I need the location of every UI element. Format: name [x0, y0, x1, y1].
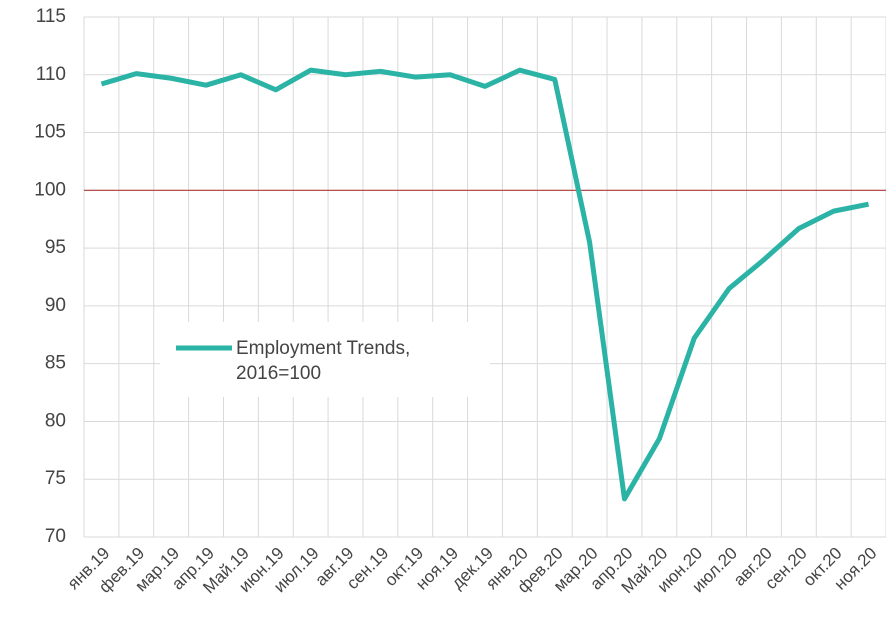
legend-label: Employment Trends, 2016=100 — [236, 338, 411, 384]
data-line — [100, 67, 870, 502]
legend-bg — [160, 322, 490, 397]
y-tick-label: 70 — [45, 526, 66, 547]
y-tick-label: 115 — [36, 6, 66, 27]
y-tick-label: 110 — [36, 64, 66, 85]
y-tick-label: 85 — [45, 353, 66, 374]
y-tick-label: 95 — [45, 237, 66, 258]
y-tick-label: 90 — [45, 295, 66, 316]
y-tick-label: 80 — [45, 410, 66, 431]
y-tick-label: 75 — [45, 468, 66, 489]
y-tick-label: 105 — [34, 122, 66, 143]
y-tick-label: 100 — [34, 179, 66, 200]
